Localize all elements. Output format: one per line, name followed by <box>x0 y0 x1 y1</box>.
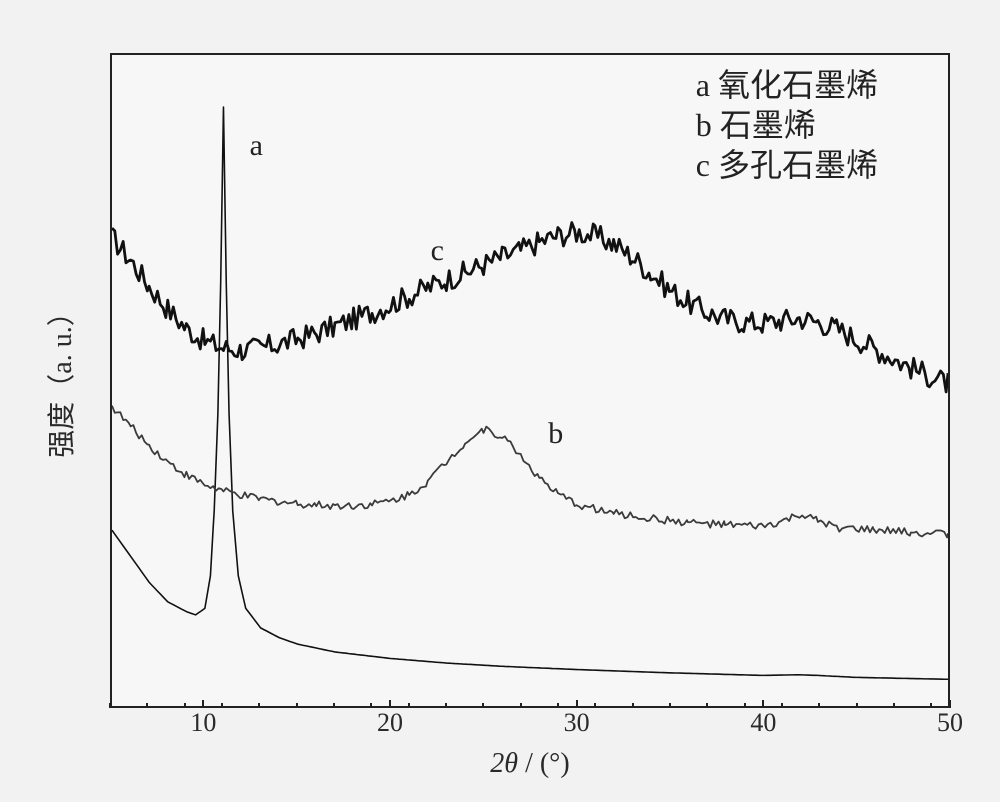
curve-c <box>112 223 948 392</box>
x-tick-minor <box>482 703 484 708</box>
x-tick-minor <box>594 703 596 708</box>
curve-b <box>112 406 948 538</box>
x-tick-major <box>949 700 951 708</box>
curve-a <box>112 107 948 679</box>
x-tick-minor <box>632 703 634 708</box>
x-tick-minor <box>221 703 223 708</box>
x-tick-minor <box>893 703 895 708</box>
x-tick-minor <box>258 703 260 708</box>
legend-item-a: a 氧化石墨烯 <box>696 65 878 105</box>
x-ticks: 1020304050 <box>110 708 950 748</box>
x-label-theta: 2θ <box>490 748 518 779</box>
x-tick-minor <box>930 703 932 708</box>
x-tick-minor <box>296 703 298 708</box>
x-tick-minor <box>146 703 148 708</box>
x-axis-label: 2θ / (°) <box>110 748 950 780</box>
x-tick-major <box>389 700 391 708</box>
x-tick-minor <box>370 703 372 708</box>
x-tick-major <box>576 700 578 708</box>
x-tick-label: 10 <box>190 708 216 738</box>
x-tick-major <box>762 700 764 708</box>
series-marker-c: c <box>431 234 444 268</box>
x-label-sep: / <box>518 748 540 779</box>
x-tick-label: 30 <box>564 708 590 738</box>
x-tick-label: 50 <box>937 708 963 738</box>
x-tick-minor <box>109 703 111 708</box>
x-tick-minor <box>856 703 858 708</box>
plot-area: a b c a 氧化石墨烯 b 石墨烯 c 多孔石墨烯 <box>110 53 950 708</box>
y-axis-label: 强度（a. u.） <box>40 298 80 457</box>
x-tick-minor <box>408 703 410 708</box>
xrd-figure: 强度（a. u.） a b c a 氧化石墨烯 b 石墨烯 c 多孔石墨烯 10… <box>20 18 980 784</box>
x-tick-minor <box>818 703 820 708</box>
legend-item-b: b 石墨烯 <box>696 105 878 145</box>
series-marker-a: a <box>250 129 263 163</box>
x-tick-minor <box>557 703 559 708</box>
x-tick-minor <box>445 703 447 708</box>
legend: a 氧化石墨烯 b 石墨烯 c 多孔石墨烯 <box>696 65 878 185</box>
x-tick-minor <box>184 703 186 708</box>
x-tick-minor <box>781 703 783 708</box>
legend-item-c: c 多孔石墨烯 <box>696 145 878 185</box>
x-tick-minor <box>333 703 335 708</box>
x-tick-major <box>202 700 204 708</box>
x-tick-label: 40 <box>750 708 776 738</box>
x-tick-minor <box>669 703 671 708</box>
x-label-unit: (°) <box>540 748 570 779</box>
series-marker-b: b <box>548 417 563 451</box>
x-tick-minor <box>744 703 746 708</box>
x-tick-label: 20 <box>377 708 403 738</box>
x-tick-minor <box>520 703 522 708</box>
x-tick-minor <box>706 703 708 708</box>
